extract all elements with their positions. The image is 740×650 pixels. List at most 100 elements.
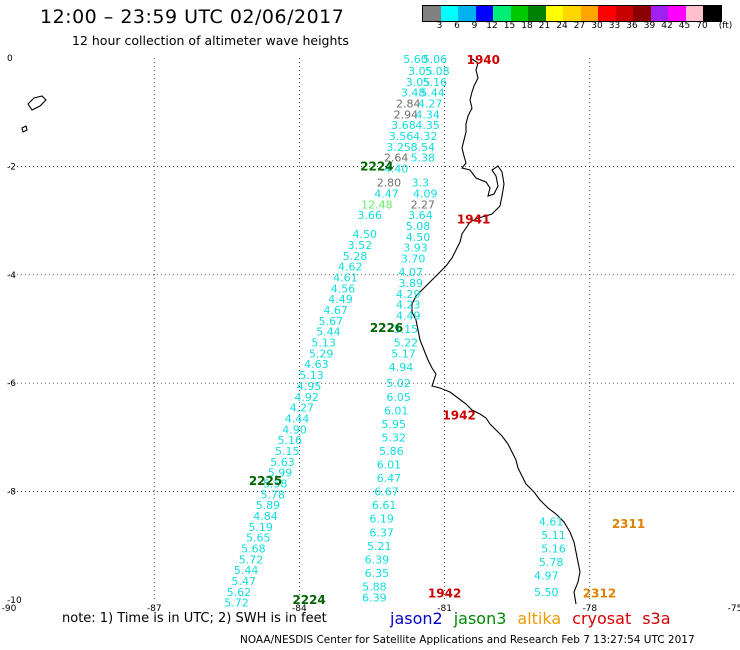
wave-height-value: 4.92 — [294, 391, 319, 404]
wave-height-value: 3.70 — [401, 253, 426, 266]
y-tick-label: -8 — [7, 488, 16, 498]
wave-height-value: 4.40 — [384, 163, 409, 176]
wave-height-value: 3.68 — [391, 119, 416, 132]
wave-height-value: 5.32 — [382, 431, 407, 444]
colorbar-swatch — [650, 6, 668, 21]
colorbar-label: 70 — [696, 21, 708, 31]
wave-height-value: 5.08 — [425, 65, 450, 78]
wave-height-value: 5.13 — [311, 337, 336, 350]
wave-height-value: 5.06 — [423, 53, 448, 66]
wave-height-value: 4.50 — [352, 228, 377, 241]
wave-height-value: 3.05 — [408, 65, 433, 78]
wave-height-value: 3.52 — [348, 239, 373, 252]
wave-height-value: 6.61 — [372, 499, 397, 512]
wave-height-value: 6.01 — [384, 404, 409, 417]
wave-height-value: 5.44 — [420, 87, 445, 100]
wave-height-value: 5.15 — [394, 323, 419, 336]
wave-height-value: 3.93 — [403, 242, 428, 255]
wave-height-value: 2.80 — [377, 177, 402, 190]
wave-height-value: 5.16 — [423, 76, 448, 89]
wave-height-value: 4.32 — [413, 130, 438, 143]
colorbar-swatch — [685, 6, 703, 21]
colorbar-swatch — [633, 6, 651, 21]
wave-height-value: 5.95 — [382, 418, 407, 431]
colorbar-swatch — [493, 6, 511, 21]
x-tick-label: -90 — [2, 604, 17, 614]
wave-height-value: 12.48 — [361, 198, 393, 211]
wave-height-value: 5.78 — [261, 488, 286, 501]
wave-height-value: 4.49 — [396, 309, 421, 322]
wave-height-value: 6.39 — [365, 553, 390, 566]
colorbar-swatch — [528, 6, 546, 21]
wave-height-value: 2.27 — [411, 198, 436, 211]
wave-height-value: 4.47 — [374, 188, 399, 201]
x-tick-label: -81 — [437, 604, 452, 614]
wave-height-value: 4.44 — [285, 412, 310, 425]
wave-height-value: 5.02 — [386, 377, 411, 390]
wave-height-value: 3.48 — [401, 87, 426, 100]
wave-height-value: 4.94 — [389, 361, 414, 374]
colorbar-swatch — [423, 6, 441, 21]
wave-height-value: 6.67 — [374, 486, 399, 499]
wave-height-value: 3.66 — [357, 209, 382, 222]
wave-height-value: 5.50 — [534, 586, 559, 599]
wave-height-value: 6.01 — [377, 459, 402, 472]
colorbar-label: 9 — [471, 21, 478, 31]
wave-height-value: 4.23 — [396, 299, 421, 312]
colorbar-swatch — [580, 6, 598, 21]
x-tick-label: -78 — [582, 604, 597, 614]
wave-height-value: 4.63 — [304, 358, 329, 371]
wave-height-value: 5.11 — [541, 529, 566, 542]
credit-line: NOAA/NESDIS Center for Satellite Applica… — [240, 634, 695, 646]
wave-height-value: 5.44 — [316, 326, 341, 339]
wave-height-value: 3.64 — [408, 209, 433, 222]
pass-time-label: 1941 — [457, 213, 490, 227]
legend-item-jason2: jason2 — [390, 609, 443, 628]
pass-time-label: 1940 — [467, 53, 500, 67]
wave-height-value: 5.72 — [224, 597, 249, 610]
axis-labels: -90 -87 -84 -81 -78 -75 0 -2 -4 -6 -8 -10 — [2, 54, 740, 614]
wave-height-value: 5.16 — [277, 434, 302, 447]
wave-height-value: 5.58 — [263, 477, 288, 490]
pass-time-label: 2224 — [360, 159, 393, 173]
wave-height-value: 4.62 — [338, 261, 363, 274]
pass-time-label: 2224 — [292, 593, 325, 607]
wave-height-value: 5.16 — [541, 543, 566, 556]
colorbar-swatch — [615, 6, 633, 21]
wave-height-value: 5.21 — [367, 540, 392, 553]
map-grid — [9, 58, 735, 600]
colorbar-label: 36 — [626, 21, 638, 31]
wave-height-value: 2.84 — [396, 98, 421, 111]
wave-height-value: 5.44 — [234, 564, 259, 577]
colorbar-label: 45 — [678, 21, 691, 31]
wave-height-value: 4.09 — [413, 188, 438, 201]
colorbar-label: 3 — [436, 21, 443, 31]
pass-time-labels: 1940 2224 1941 2226 1942 2225 2311 2312 1942 2224 — [249, 53, 645, 607]
legend-item-cryosat: cryosat — [572, 609, 632, 628]
wave-height-value: 5.22 — [394, 337, 419, 350]
wave-height-value: 6.19 — [369, 513, 394, 526]
pass-time-label: 1942 — [442, 409, 475, 423]
legend-item-altika: altika — [517, 609, 562, 628]
x-tick-label: -75 — [728, 604, 740, 614]
wave-height-value: 5.29 — [309, 347, 334, 360]
wave-height-value: 5.63 — [270, 456, 295, 469]
colorbar-swatch — [598, 6, 616, 21]
wave-height-value: 4.50 — [406, 231, 431, 244]
colorbar-label: 30 — [591, 21, 603, 31]
satellite-legend: jason2 jason3 altika cryosat s3a — [390, 609, 682, 628]
wave-height-value: 2.94 — [394, 108, 419, 121]
wave-height-value: 5.60 — [403, 53, 428, 66]
colorbar-swatch — [668, 6, 686, 21]
wave-height-value: 5.67 — [319, 315, 344, 328]
colorbar-labels: 3 6 9 12 15 18 21 24 27 30 33 36 39 42 45 70 (ft) — [422, 21, 734, 33]
wave-height-value: 8.54 — [411, 141, 436, 154]
wave-height-value: 4.29 — [396, 288, 421, 301]
colorbar-label: 6 — [454, 21, 460, 31]
colorbar-swatch — [440, 6, 458, 21]
y-tick-label: -2 — [7, 162, 16, 172]
colorbar-label: 12 — [486, 21, 498, 31]
wave-height-value: 5.19 — [248, 521, 273, 534]
wave-height-value: 5.08 — [406, 220, 431, 233]
galapagos-island — [27, 95, 47, 111]
